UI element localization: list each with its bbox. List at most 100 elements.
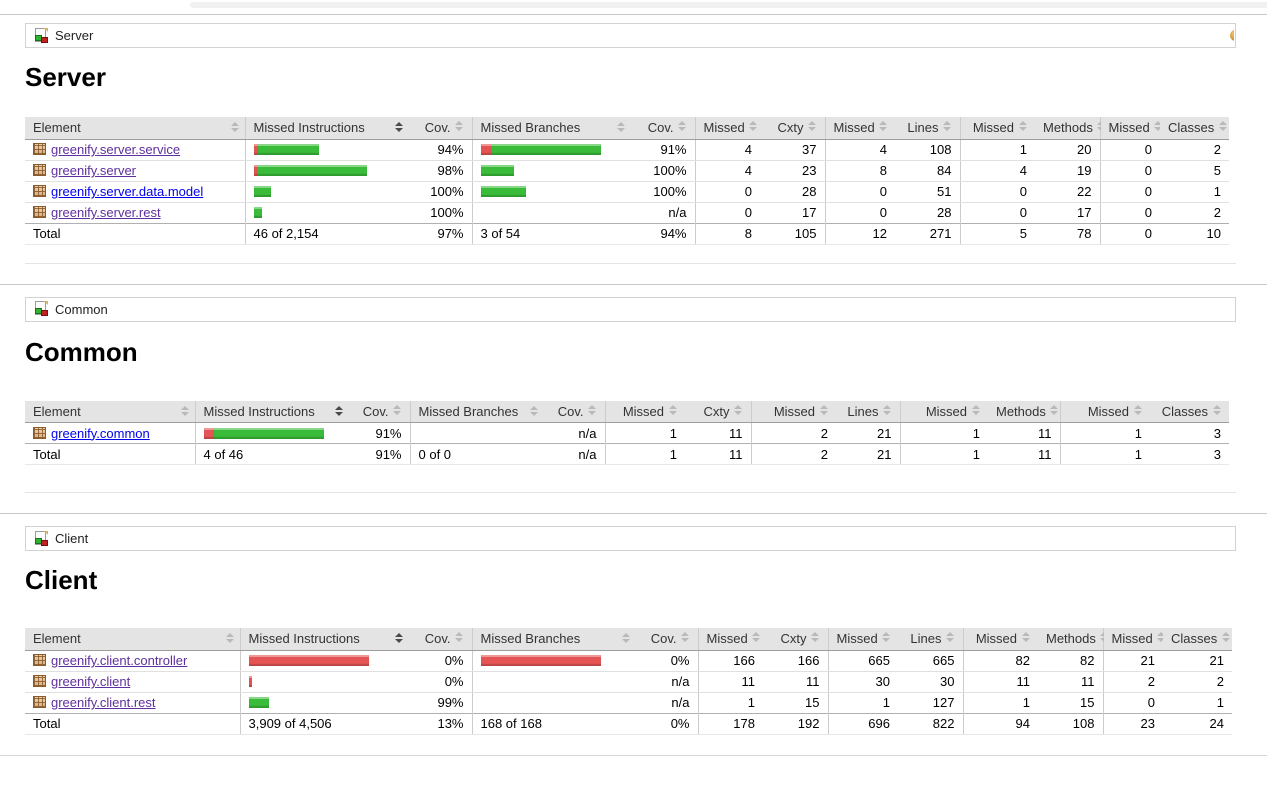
col-header-missed[interactable]: Missed <box>697 628 763 651</box>
col-header-missed[interactable]: Missed <box>962 628 1038 651</box>
col-header-cov-[interactable]: Cov. <box>630 117 695 140</box>
col-header-missed[interactable]: Missed <box>694 117 760 140</box>
sort-icon <box>734 404 743 415</box>
coverage-bar <box>248 676 401 687</box>
package-link[interactable]: greenify.client.rest <box>51 695 156 710</box>
section-divider <box>0 513 1267 514</box>
total-counter-cell: 10 <box>1160 222 1229 245</box>
col-header-label: Methods <box>1046 631 1096 647</box>
col-header-element[interactable]: Element <box>25 400 195 423</box>
counter-cell: 2 <box>1163 671 1232 693</box>
col-header-missed[interactable]: Missed <box>899 400 988 423</box>
package-link[interactable]: greenify.client.controller <box>51 653 188 668</box>
total-counter-cell: 24 <box>1163 712 1232 735</box>
package-link[interactable]: greenify.server.rest <box>51 205 161 220</box>
col-header-label: Missed <box>1111 631 1153 647</box>
col-header-cov-[interactable]: Cov. <box>543 400 605 423</box>
col-header-classes[interactable]: Classes <box>1150 400 1229 423</box>
col-header-methods[interactable]: Methods <box>1038 628 1109 651</box>
package-link[interactable]: greenify.client <box>51 674 131 689</box>
col-header-cov-[interactable]: Cov. <box>408 117 472 140</box>
counter-cell: 28 <box>937 205 952 220</box>
col-header-missed[interactable]: Missed <box>827 628 898 651</box>
coverage-bar <box>480 655 628 666</box>
col-header-missed-branches[interactable]: Missed Branches <box>471 628 635 651</box>
coverage-bar <box>203 427 341 439</box>
col-header-methods[interactable]: Methods <box>1035 117 1106 140</box>
col-header-missed[interactable]: Missed <box>604 400 685 423</box>
missed-bar-segment <box>248 676 252 687</box>
col-header-cxty[interactable]: Cxty <box>685 400 751 423</box>
coverage-table: Element Missed Instructions Cov. Missed Bra… <box>25 628 1232 735</box>
col-header-missed[interactable]: Missed <box>750 400 836 423</box>
col-header-classes[interactable]: Classes <box>1160 117 1229 140</box>
total-label: Total <box>25 443 195 465</box>
col-header-cov-[interactable]: Cov. <box>348 400 410 423</box>
col-header-cov-[interactable]: Cov. <box>635 628 698 651</box>
col-header-missed-instructions[interactable]: Missed Instructions <box>194 400 348 423</box>
col-header-lines[interactable]: Lines <box>836 400 900 423</box>
table-row: greenify.client.controller 0% 0% 166 166 665 6… <box>25 650 1232 672</box>
col-header-label: Missed Instructions <box>203 403 315 419</box>
counter-cell: 2 <box>750 422 836 444</box>
counter-cell: 127 <box>932 695 955 710</box>
counter-cell: 0 <box>959 181 1035 203</box>
col-header-cov-[interactable]: Cov. <box>408 628 472 651</box>
table-row: greenify.server.service 94% 91% 4 37 4 108 1 20 0… <box>25 139 1229 161</box>
element-cell: greenify.server <box>25 160 245 182</box>
col-header-missed-branches[interactable]: Missed Branches <box>409 400 543 423</box>
total-counter-cell: 0 <box>1099 222 1160 245</box>
col-header-missed[interactable]: Missed <box>959 117 1035 140</box>
covered-bar-segment <box>213 427 324 439</box>
counter-cell: 84 <box>895 160 960 182</box>
package-icon <box>33 206 46 218</box>
col-header-element[interactable]: Element <box>25 628 240 651</box>
section-title: Common <box>25 336 138 367</box>
col-header-label: Cxty <box>777 120 804 136</box>
element-cell: greenify.server.rest <box>25 202 245 223</box>
col-header-missed[interactable]: Missed <box>824 117 895 140</box>
table-row: greenify.client.rest 99% n/a 1 15 1 127 1 15 0 1 <box>25 692 1232 713</box>
col-header-cxty[interactable]: Cxty <box>763 628 828 651</box>
col-header-classes[interactable]: Classes <box>1163 628 1232 651</box>
col-header-missed[interactable]: Missed <box>1059 400 1150 423</box>
col-header-methods[interactable]: Methods <box>988 400 1060 423</box>
coverage-bar <box>480 165 623 176</box>
counter-cell: 15 <box>805 695 820 710</box>
sort-icon <box>943 121 952 132</box>
col-header-label: Lines <box>910 631 942 647</box>
col-header-cxty[interactable]: Cxty <box>760 117 825 140</box>
package-link[interactable]: greenify.server <box>51 163 137 178</box>
sort-icon <box>1157 632 1166 643</box>
branch-coverage-cell: 100% <box>630 160 695 182</box>
package-link[interactable]: greenify.server.data.model <box>51 184 204 199</box>
col-header-label: Missed <box>703 120 745 136</box>
col-header-label: Missed Branches <box>480 120 581 136</box>
counter-cell: 11 <box>1038 671 1103 693</box>
col-header-lines[interactable]: Lines <box>898 628 963 651</box>
col-header-lines[interactable]: Lines <box>895 117 960 140</box>
coverage-bar <box>480 186 623 197</box>
col-header-missed-instructions[interactable]: Missed Instructions <box>239 628 408 651</box>
coverage-table: Element Missed Instructions Cov. Missed Bra… <box>25 400 1229 465</box>
col-header-missed[interactable]: Missed <box>1102 628 1166 651</box>
counter-cell: 28 <box>760 181 825 203</box>
sessions-icon[interactable] <box>1230 30 1234 42</box>
sort-icon <box>811 632 820 643</box>
col-header-missed[interactable]: Missed <box>1099 117 1163 140</box>
package-link[interactable]: greenify.server.service <box>51 142 181 157</box>
col-header-label: Missed <box>773 403 815 419</box>
total-missed-instructions: 4 of 46 <box>194 443 348 465</box>
col-header-missed-branches[interactable]: Missed Branches <box>471 117 630 140</box>
col-header-missed-instructions[interactable]: Missed Instructions <box>244 117 408 140</box>
col-header-label: Missed <box>836 631 878 647</box>
report-group-icon <box>34 27 49 44</box>
breadcrumb-bar: Common <box>25 296 1236 322</box>
breadcrumb-bar: Server <box>25 23 1236 48</box>
package-link[interactable]: greenify.common <box>51 425 150 441</box>
col-header-element[interactable]: Element <box>25 117 245 140</box>
total-row: Total 46 of 2,154 97% 3 of 54 94% 8 105 12 271 5 7… <box>25 222 1229 245</box>
instruction-coverage-cell: 0% <box>408 671 472 693</box>
total-instruction-coverage: 97% <box>408 222 472 245</box>
breadcrumb-bar: Client <box>25 526 1236 551</box>
